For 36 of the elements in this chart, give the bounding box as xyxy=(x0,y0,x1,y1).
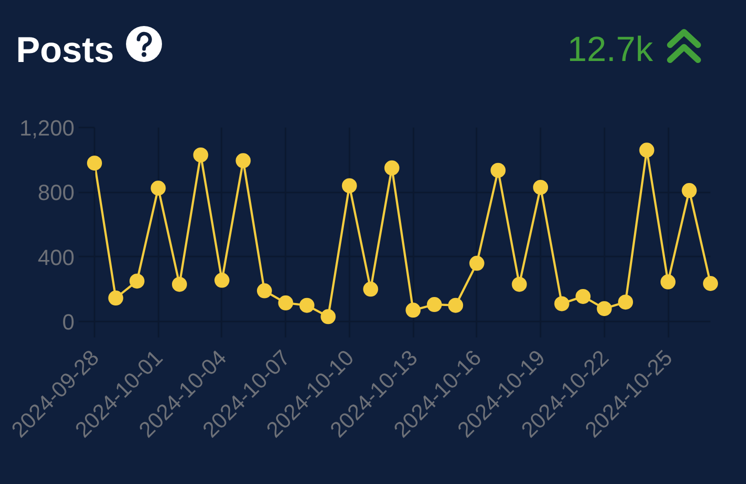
point xyxy=(150,180,166,196)
point xyxy=(703,276,718,291)
point xyxy=(129,274,144,289)
chart-title: Posts xyxy=(16,29,114,70)
point xyxy=(342,178,357,194)
point xyxy=(406,302,421,318)
point xyxy=(236,153,251,168)
point xyxy=(576,288,591,304)
point xyxy=(533,180,548,195)
point xyxy=(554,296,570,312)
point xyxy=(384,160,400,176)
point xyxy=(108,290,124,306)
point xyxy=(682,183,697,198)
y-tick-label: 400 xyxy=(38,244,75,270)
point xyxy=(87,156,102,171)
y-tick-label: 1,200 xyxy=(19,116,75,140)
y-tick-label: 0 xyxy=(62,310,75,334)
point xyxy=(426,297,442,312)
point xyxy=(320,309,336,324)
y-tick-label: 800 xyxy=(38,180,75,206)
point xyxy=(596,301,612,316)
point xyxy=(278,295,294,310)
point xyxy=(172,276,187,292)
point xyxy=(299,298,314,313)
point xyxy=(256,283,272,298)
point xyxy=(660,274,676,290)
point xyxy=(469,256,484,271)
point xyxy=(214,272,230,288)
point xyxy=(448,298,464,313)
point xyxy=(618,294,634,310)
point xyxy=(363,282,378,297)
point xyxy=(490,162,506,178)
point xyxy=(639,142,654,158)
point xyxy=(193,147,208,162)
point xyxy=(512,276,527,292)
text: 12.7k xyxy=(567,30,653,70)
